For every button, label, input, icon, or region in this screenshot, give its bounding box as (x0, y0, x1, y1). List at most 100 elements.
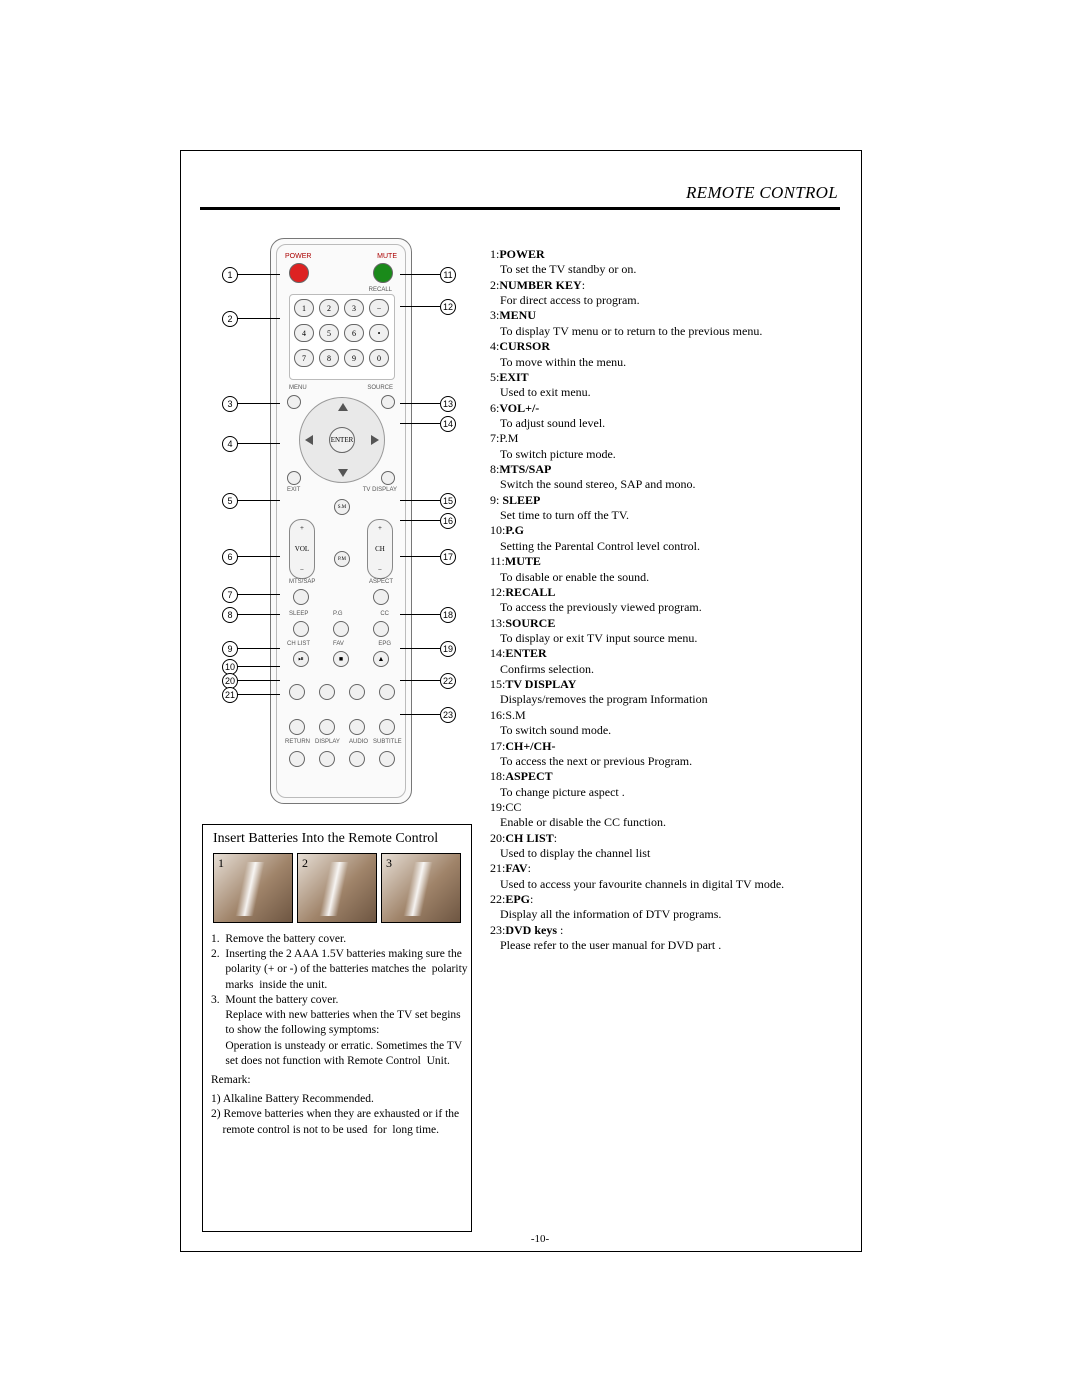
battery-step-1: 1 (213, 853, 293, 923)
leader-line (400, 714, 440, 715)
power-icon (289, 263, 309, 283)
function-descriptions: 1:POWERTo set the TV standby or on.2:NUM… (490, 247, 845, 954)
ch-rocker: +CH− (367, 519, 393, 579)
label-return: RETURN (285, 739, 310, 745)
function-item: 7:P.MTo switch picture mode. (490, 431, 845, 462)
battery-instruction-line: polarity (+ or -) of the batteries match… (211, 963, 463, 976)
function-item: 15:TV DISPLAYDisplays/removes the progra… (490, 677, 845, 708)
callout-number: 18 (440, 607, 456, 623)
dpad: ENTER (299, 397, 385, 483)
label-power: POWER (285, 253, 311, 260)
battery-instruction-line: 1) Alkaline Battery Recommended. (211, 1093, 463, 1106)
battery-instruction-line: set does not function with Remote Contro… (211, 1055, 463, 1068)
sm-button: S.M (334, 499, 350, 515)
battery-instruction-line: Operation is unsteady or erratic. Someti… (211, 1040, 463, 1053)
callout-number: 23 (440, 707, 456, 723)
battery-instruction-line: 2) Remove batteries when they are exhaus… (211, 1108, 463, 1121)
leader-line (237, 274, 280, 275)
battery-title: Insert Batteries Into the Remote Control (213, 831, 463, 847)
battery-step-3: 3 (381, 853, 461, 923)
function-item: 18:ASPECTTo change picture aspect . (490, 769, 845, 800)
leader-line (237, 556, 280, 557)
leader-line (237, 666, 280, 667)
callout-number: 7 (222, 587, 238, 603)
function-item: 4:CURSORTo move within the menu. (490, 339, 845, 370)
label-subtitle: SUBTITLE (373, 739, 402, 745)
label-cc: CC (380, 611, 389, 617)
function-item: 1:POWERTo set the TV standby or on. (490, 247, 845, 278)
callout-number: 2 (222, 311, 238, 327)
function-item: 20:CH LIST:Used to display the channel l… (490, 831, 845, 862)
battery-instructions: 1. Remove the battery cover. 2. Inserting… (211, 933, 463, 1137)
function-item: 9: SLEEPSet time to turn off the TV. (490, 493, 845, 524)
label-source: SOURCE (367, 385, 393, 391)
leader-line (237, 594, 280, 595)
battery-instruction-line: marks inside the unit. (211, 979, 463, 992)
label-recall: RECALL (369, 287, 392, 293)
leader-line (400, 680, 440, 681)
battery-section: Insert Batteries Into the Remote Control… (202, 824, 472, 1232)
function-item: 13:SOURCETo display or exit TV input sou… (490, 616, 845, 647)
callout-number: 19 (440, 641, 456, 657)
battery-instruction-line: 1. Remove the battery cover. (211, 933, 463, 946)
manual-page: REMOTE CONTROL POWER MUTE 1 2 3 − 4 5 6 … (0, 0, 1080, 1397)
leader-line (400, 403, 440, 404)
leader-line (400, 614, 440, 615)
function-item: 17:CH+/CH-To access the next or previous… (490, 739, 845, 770)
remote-diagram: POWER MUTE 1 2 3 − 4 5 6 • 7 8 9 0 RECAL… (260, 238, 420, 802)
callout-number: 6 (222, 549, 238, 565)
label-aspect: ASPECT (369, 579, 393, 585)
enter-button: ENTER (329, 427, 355, 453)
callout-number: 5 (222, 493, 238, 509)
callout-number: 1 (222, 267, 238, 283)
page-number: -10- (0, 1233, 1080, 1245)
battery-images: 1 2 3 (213, 853, 461, 923)
down-arrow-icon (338, 469, 348, 477)
label-mute: MUTE (377, 253, 397, 260)
leader-line (400, 423, 440, 424)
leader-line (237, 403, 280, 404)
leader-line (237, 614, 280, 615)
remote-outline: POWER MUTE 1 2 3 − 4 5 6 • 7 8 9 0 RECAL… (270, 238, 412, 804)
leader-line (237, 500, 280, 501)
callout-number: 12 (440, 299, 456, 315)
callout-number: 15 (440, 493, 456, 509)
leader-line (400, 306, 440, 307)
leader-line (400, 500, 440, 501)
function-item: 3:MENUTo display TV menu or to return to… (490, 308, 845, 339)
leader-line (400, 520, 440, 521)
callout-number: 13 (440, 396, 456, 412)
up-arrow-icon (338, 403, 348, 411)
label-epg: EPG (378, 641, 391, 647)
callout-number: 3 (222, 396, 238, 412)
label-tvdisp: TV DISPLAY (363, 487, 397, 493)
label-pg: P.G (333, 611, 343, 617)
header-rule (200, 207, 840, 210)
function-item: 2:NUMBER KEY:For direct access to progra… (490, 278, 845, 309)
function-item: 21:FAV:Used to access your favourite cha… (490, 861, 845, 892)
label-exit: EXIT (287, 487, 300, 493)
label-fav: FAV (333, 641, 344, 647)
function-item: 23:DVD keys :Please refer to the user ma… (490, 923, 845, 954)
function-item: 5:EXITUsed to exit menu. (490, 370, 845, 401)
left-arrow-icon (305, 435, 313, 445)
function-item: 10:P.GSetting the Parental Control level… (490, 523, 845, 554)
label-chlist: CH LIST (287, 641, 310, 647)
function-item: 19:CCEnable or disable the CC function. (490, 800, 845, 831)
leader-line (237, 680, 280, 681)
label-sleep: SLEEP (289, 611, 308, 617)
mute-icon (373, 263, 393, 283)
battery-instruction-line: Replace with new batteries when the TV s… (211, 1009, 463, 1022)
leader-line (237, 318, 280, 319)
function-item: 8:MTS/SAPSwitch the sound stereo, SAP an… (490, 462, 845, 493)
label-display: DISPLAY (315, 739, 340, 745)
callout-number: 21 (222, 687, 238, 703)
leader-line (237, 648, 280, 649)
vol-rocker: +VOL− (289, 519, 315, 579)
function-item: 16:S.MTo switch sound mode. (490, 708, 845, 739)
battery-instruction-line: Remark: (211, 1074, 463, 1087)
leader-line (237, 694, 280, 695)
callout-number: 17 (440, 549, 456, 565)
leader-line (237, 443, 280, 444)
battery-instruction-line: 2. Inserting the 2 AAA 1.5V batteries ma… (211, 948, 463, 961)
